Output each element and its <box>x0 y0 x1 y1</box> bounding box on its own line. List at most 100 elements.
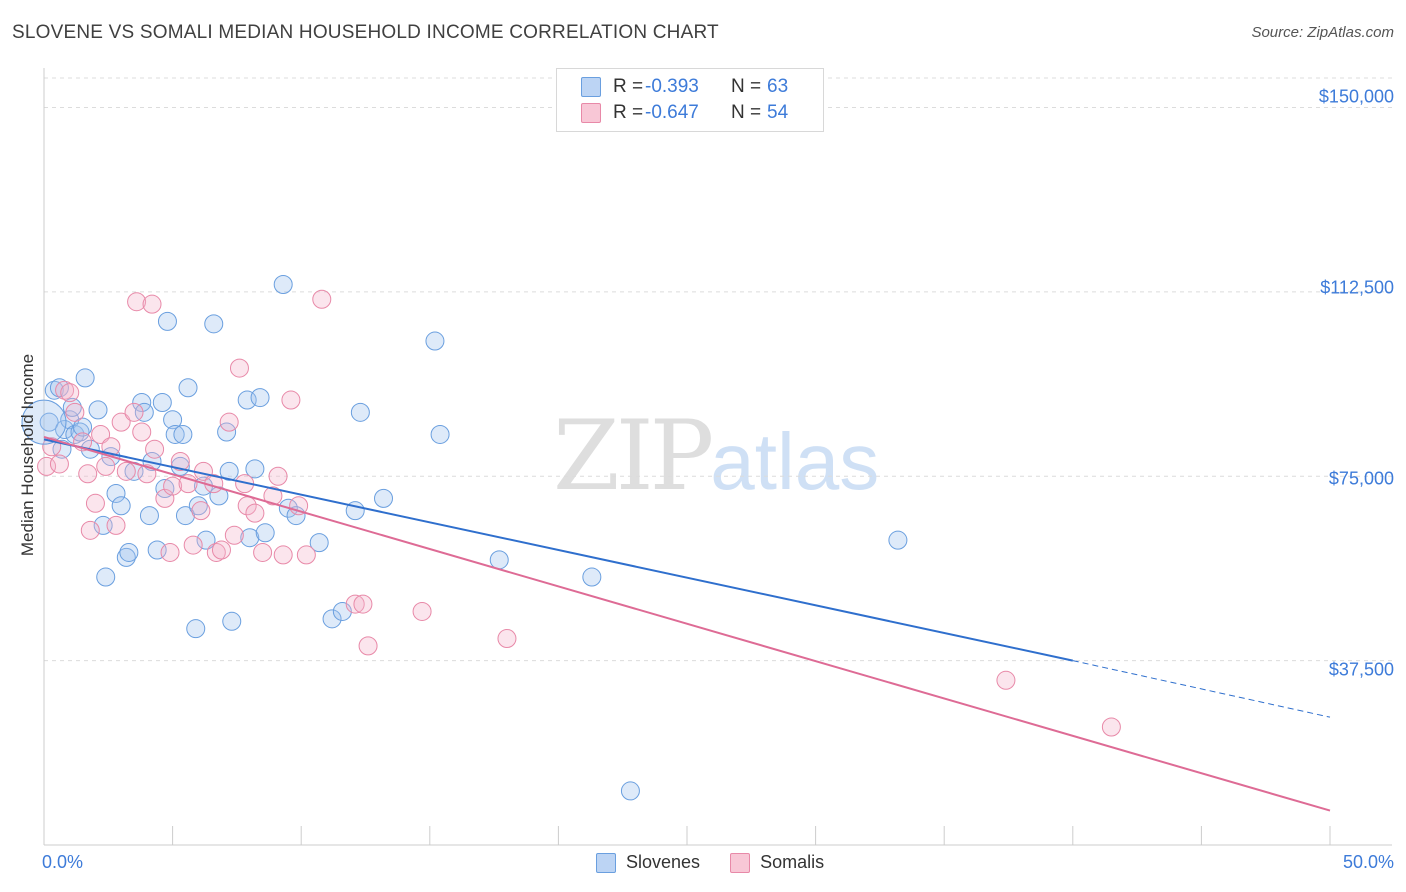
slovenes-point <box>188 496 208 516</box>
somalis-point <box>85 493 105 513</box>
somalis-point <box>145 439 165 459</box>
x-tick-label: 0.0% <box>42 852 84 872</box>
slovenes-point <box>65 424 85 444</box>
n-value: 63 <box>767 76 789 97</box>
somalis-point <box>191 501 211 521</box>
watermark: ZIPatlas <box>553 400 879 512</box>
slovenes-point <box>322 609 342 629</box>
r-value: -0.393 <box>645 76 699 97</box>
correlation-legend: R = -0.393 N = 63 R = -0.647 N = 54 <box>556 68 824 132</box>
slovenes-point <box>255 523 275 543</box>
slovenes-trend-extension <box>1072 660 1331 718</box>
slovenes-point <box>155 479 175 499</box>
legend-label: Somalis <box>760 852 825 872</box>
somalis-point <box>137 464 157 484</box>
y-tick-label: $75,000 <box>1328 468 1394 489</box>
slovenes-point <box>196 530 216 550</box>
slovenes-point <box>204 314 224 334</box>
n-label: N = <box>731 102 762 123</box>
somalis-point <box>163 476 183 496</box>
slovenes-point <box>116 547 136 567</box>
slovenes-point <box>222 611 242 631</box>
x-tick-label: 50.0% <box>1342 852 1394 872</box>
r-label: R = <box>613 102 644 123</box>
slovenes-swatch-icon <box>596 852 616 873</box>
somalis-point <box>224 525 244 545</box>
somalis-point <box>353 594 373 614</box>
somalis-point <box>312 289 332 309</box>
slovenes-point <box>139 506 159 526</box>
somalis-point <box>116 461 136 481</box>
slovenes-point <box>178 378 198 398</box>
slovenes-point <box>582 567 602 587</box>
legend-row-somalis: R = -0.647 N = 54 <box>581 101 788 125</box>
slovenes-point <box>888 530 908 550</box>
slovenes-point <box>163 410 183 430</box>
somalis-point <box>132 422 152 442</box>
series-legend: Slovenes Somalis <box>596 852 854 873</box>
somalis-point <box>60 383 80 403</box>
somalis-point <box>345 594 365 614</box>
somalis-point <box>206 542 226 562</box>
slovenes-point <box>425 331 445 351</box>
slovenes-point <box>21 399 67 445</box>
somalis-point <box>142 294 162 314</box>
slovenes-point <box>106 483 126 503</box>
slovenes-point <box>152 393 172 412</box>
legend-item-somalis: Somalis <box>730 852 824 873</box>
slovenes-point <box>165 424 185 444</box>
legend-row-slovenes: R = -0.393 N = 63 <box>581 75 788 99</box>
y-tick-label: $150,000 <box>1318 86 1394 107</box>
slovenes-point <box>620 781 640 801</box>
y-tick-label: $112,500 <box>1320 277 1394 298</box>
slovenes-point <box>111 496 131 516</box>
slovenes-swatch-icon <box>581 77 601 97</box>
slovenes-point <box>374 488 394 508</box>
somalis-point <box>49 454 69 474</box>
y-tick-label: $37,500 <box>1328 659 1394 680</box>
slovenes-point <box>73 417 93 437</box>
slovenes-point <box>157 311 177 331</box>
somalis-point <box>170 452 190 471</box>
somalis-point <box>78 464 98 484</box>
somalis-swatch-icon <box>730 852 751 873</box>
watermark-zip: ZIP <box>553 400 714 512</box>
slovenes-point <box>250 388 270 408</box>
somalis-point <box>65 402 85 422</box>
n-label: N = <box>731 76 762 97</box>
slovenes-point <box>96 567 116 587</box>
somalis-point <box>358 636 378 656</box>
slovenes-point <box>186 619 206 639</box>
slovenes-point <box>309 533 329 553</box>
somalis-point <box>296 545 316 565</box>
slovenes-point <box>44 380 64 400</box>
somalis-point <box>268 466 288 486</box>
chart-title: SLOVENE VS SOMALI MEDIAN HOUSEHOLD INCOM… <box>12 22 719 43</box>
somalis-point <box>127 292 147 312</box>
somalis-point <box>996 670 1016 690</box>
slovenes-point <box>88 400 108 420</box>
slovenes-point <box>49 378 69 398</box>
somalis-point <box>1101 717 1121 737</box>
somalis-point <box>497 629 517 648</box>
somalis-trend-line <box>43 435 1331 812</box>
r-value: -0.647 <box>645 102 699 123</box>
watermark-atlas: atlas <box>710 417 880 506</box>
y-axis-label: Median Household Income <box>18 353 37 557</box>
slovenes-point <box>134 402 154 422</box>
somalis-point <box>281 390 301 410</box>
somalis-point <box>91 424 111 444</box>
slovenes-point <box>39 412 59 432</box>
somalis-point <box>111 412 131 432</box>
slovenes-point <box>175 506 195 526</box>
somalis-point <box>253 542 273 562</box>
somalis-point <box>211 540 231 560</box>
somalis-point <box>160 542 180 562</box>
somalis-point <box>263 486 283 506</box>
slovenes-point <box>119 542 139 562</box>
slovenes-point <box>240 528 260 548</box>
somalis-point <box>80 520 100 540</box>
slovenes-point <box>219 461 239 481</box>
somalis-point <box>55 380 75 400</box>
